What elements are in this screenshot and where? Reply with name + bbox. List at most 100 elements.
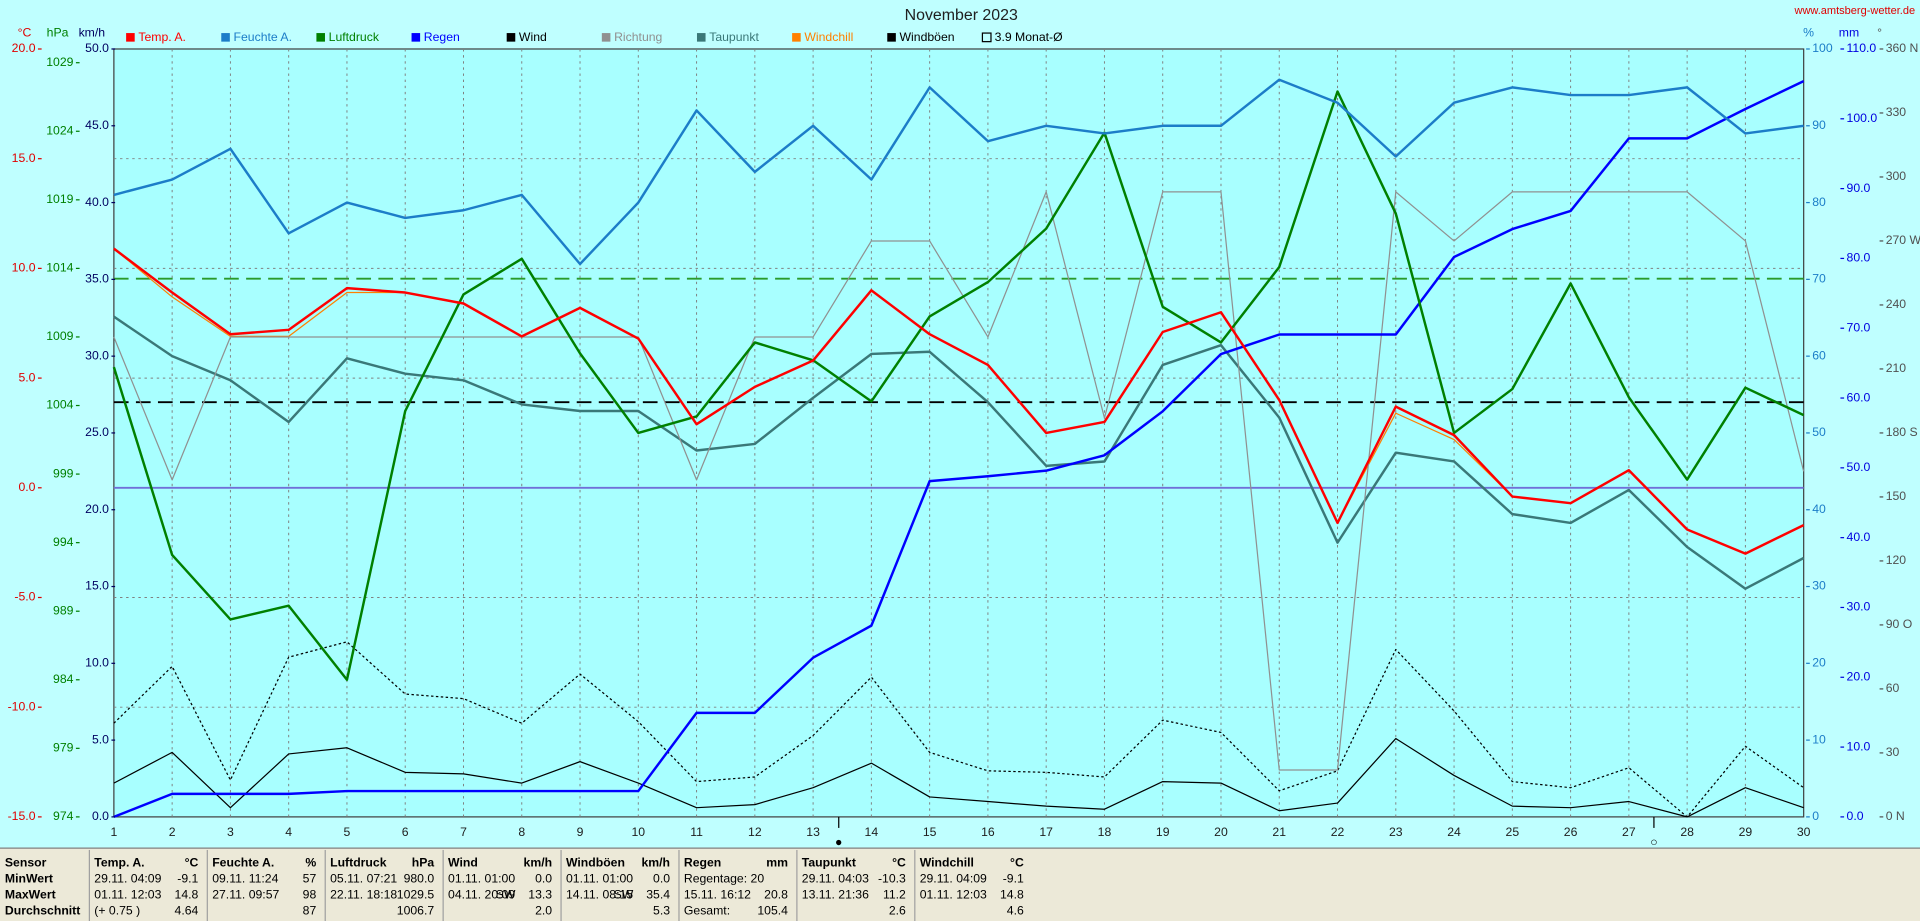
axis-title: ° — [1877, 25, 1882, 39]
y-tick-label: 30 — [1886, 745, 1900, 759]
series-line — [113, 79, 1805, 819]
legend-label: 3.9 Monat-Ø — [995, 30, 1063, 44]
x-tick-label: 16 — [981, 825, 995, 839]
cell-value: 5.3 — [653, 903, 670, 917]
cell-value: 87 — [303, 903, 317, 917]
cell-value: 11.2 — [883, 888, 906, 902]
y-tick-label: 30.0 — [85, 348, 109, 362]
cell-date: 29.11. 04:09 — [94, 872, 161, 886]
x-tick-label: 7 — [460, 825, 467, 839]
y-tick-label: 50.0 — [85, 41, 109, 55]
legend: Temp. A. Feuchte A. Luftdruck Regen Wind Rich… — [126, 30, 1063, 44]
cell-date: 01.11. 12:03 — [920, 888, 987, 902]
x-tick-label: 14 — [865, 825, 879, 839]
cell-date: 09.11. 11:24 — [212, 872, 278, 886]
y-tick-label: 0 — [1812, 809, 1819, 823]
y-tick-label: 330 — [1886, 105, 1907, 119]
x-tick-label: 27 — [1622, 825, 1636, 839]
column-title: Wind — [448, 856, 478, 870]
plot-area — [113, 48, 1805, 818]
column-title: Luftdruck — [330, 856, 387, 870]
y-tick-label: 984 — [53, 672, 74, 686]
x-tick-label: 5 — [344, 825, 351, 839]
axis-title: % — [1803, 25, 1814, 39]
cell-value: 57 — [303, 872, 317, 886]
y-tick-label: 300 — [1886, 169, 1907, 183]
cell-value: 4.6 — [1007, 903, 1024, 917]
cell-date: 13.11. 21:36 — [802, 888, 869, 902]
cell-value: 14.8 — [175, 888, 199, 902]
cell-value: 98 — [303, 888, 317, 902]
column-unit: % — [305, 856, 316, 870]
y-tick-label: 989 — [53, 603, 74, 617]
y-tick-label: 35.0 — [85, 272, 109, 286]
y-tick-label: 360 N — [1886, 41, 1919, 55]
y-tick-label: 150 — [1886, 489, 1907, 503]
site-link: www.amtsberg-wetter.de — [1794, 5, 1916, 17]
column-title: Taupunkt — [802, 856, 856, 870]
y-tick-label: 270 W — [1886, 233, 1920, 247]
x-tick-label: 22 — [1331, 825, 1345, 839]
cell-date: 15.11. 16:12 — [684, 888, 751, 902]
y-tick-label: 60.0 — [1847, 390, 1871, 404]
y-tick-label: 5.0 — [18, 370, 35, 384]
cell-date: 29.11. 04:03 — [802, 872, 869, 886]
cell-date: 29.11. 04:09 — [920, 872, 987, 886]
column-unit: °C — [1010, 856, 1024, 870]
x-tick-label: 12 — [748, 825, 762, 839]
series-line — [113, 641, 1805, 818]
series-line — [112, 90, 1805, 682]
x-tick-label: 9 — [577, 825, 584, 839]
x-tick-label: 18 — [1098, 825, 1112, 839]
legend-swatch — [126, 33, 135, 42]
cell-value: 20.8 — [764, 888, 788, 902]
y-tick-label: 10.0 — [12, 261, 36, 275]
x-tick-label: 25 — [1506, 825, 1520, 839]
y-tick-label: 979 — [53, 741, 74, 755]
y-tick-label: 1009 — [46, 329, 73, 343]
cell-date: 01.11. 12:03 — [94, 888, 161, 902]
y-tick-label: 5.0 — [92, 732, 109, 746]
y-tick-label: 50.0 — [1847, 460, 1871, 474]
x-tick-label: 26 — [1564, 825, 1578, 839]
y-tick-label: 25.0 — [85, 425, 109, 439]
series-line — [113, 247, 1805, 555]
moon-symbol: ○ — [1650, 835, 1657, 849]
y-tick-label: 999 — [53, 466, 74, 480]
y-tick-label: 1019 — [46, 192, 73, 206]
column-unit: km/h — [641, 856, 670, 870]
axis-title: mm — [1839, 25, 1859, 39]
y-tick-label: 0.0 — [18, 480, 35, 494]
column-title: Regen — [684, 856, 721, 870]
y-tick-label: 20 — [1812, 656, 1826, 670]
y-tick-label: 70 — [1812, 272, 1826, 286]
legend-swatch — [411, 33, 421, 42]
legend-swatch — [981, 32, 992, 43]
column-unit: hPa — [412, 856, 435, 870]
legend-label: Regen — [424, 30, 460, 44]
series-line — [113, 315, 1805, 590]
table-header: Sensor — [5, 856, 47, 870]
y-tick-label: 20.0 — [1847, 670, 1871, 684]
y-tick-label: 90 — [1812, 118, 1826, 132]
cell-value: 0.0 — [535, 872, 552, 886]
legend-swatch — [887, 33, 896, 42]
y-tick-label: 10.0 — [85, 656, 109, 670]
x-tick-label: 13 — [806, 825, 820, 839]
cell-date: 27.11. 09:57 — [212, 888, 279, 902]
cell-date: 01.11. 01:00 — [566, 872, 633, 886]
column-title: Windböen — [566, 856, 625, 870]
x-tick-label: 28 — [1680, 825, 1694, 839]
legend-label: Luftdruck — [329, 30, 380, 44]
cell-value: 35.4 — [646, 888, 670, 902]
y-tick-label: 80 — [1812, 195, 1826, 209]
x-tick-label: 20 — [1214, 825, 1228, 839]
x-tick-label: 3 — [227, 825, 234, 839]
y-tick-label: 70.0 — [1847, 320, 1871, 334]
legend-label: Richtung — [614, 30, 662, 44]
cell-value: 4.64 — [175, 903, 199, 917]
series-line — [113, 737, 1804, 818]
x-tick-label: 21 — [1272, 825, 1286, 839]
y-tick-label: 60 — [1812, 348, 1826, 362]
